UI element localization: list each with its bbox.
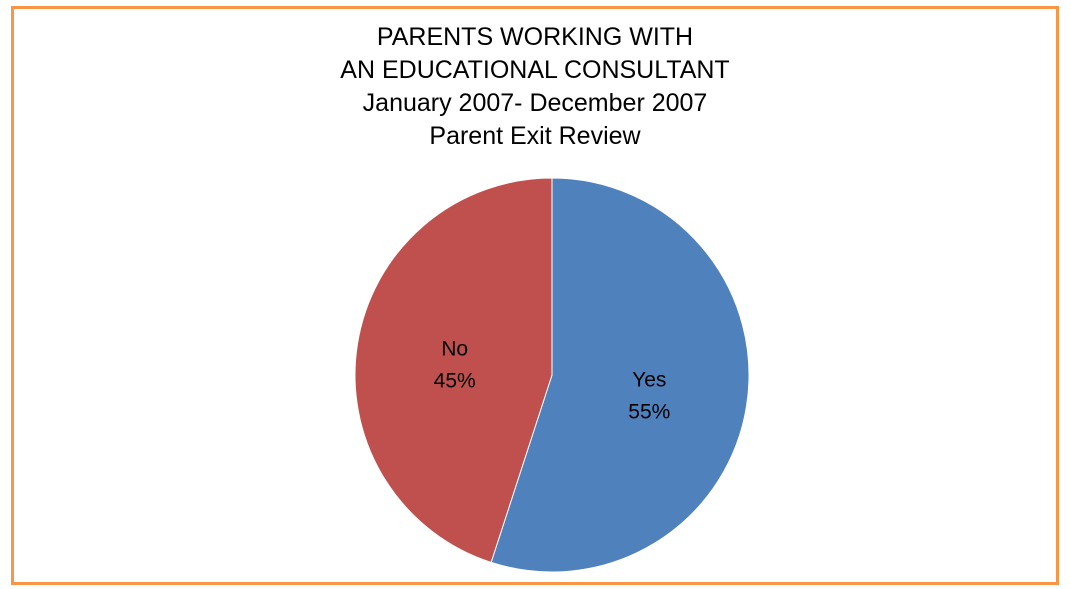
pie-label-value: 55% xyxy=(628,400,670,423)
chart-title-line: AN EDUCATIONAL CONSULTANT xyxy=(340,56,730,84)
pie-label-category: Yes xyxy=(632,368,666,391)
chart-title-line: January 2007- December 2007 xyxy=(362,89,708,117)
pie-label-category: No xyxy=(441,338,468,361)
pie-slice-no xyxy=(354,177,553,563)
pie-slice-yes xyxy=(490,177,750,573)
pie-label-value: 45% xyxy=(434,370,476,393)
chart-title: PARENTS WORKING WITH AN EDUCATIONAL CONS… xyxy=(14,21,1056,153)
chart-title-line: Parent Exit Review xyxy=(429,122,641,150)
chart-title-line: PARENTS WORKING WITH xyxy=(376,23,694,51)
